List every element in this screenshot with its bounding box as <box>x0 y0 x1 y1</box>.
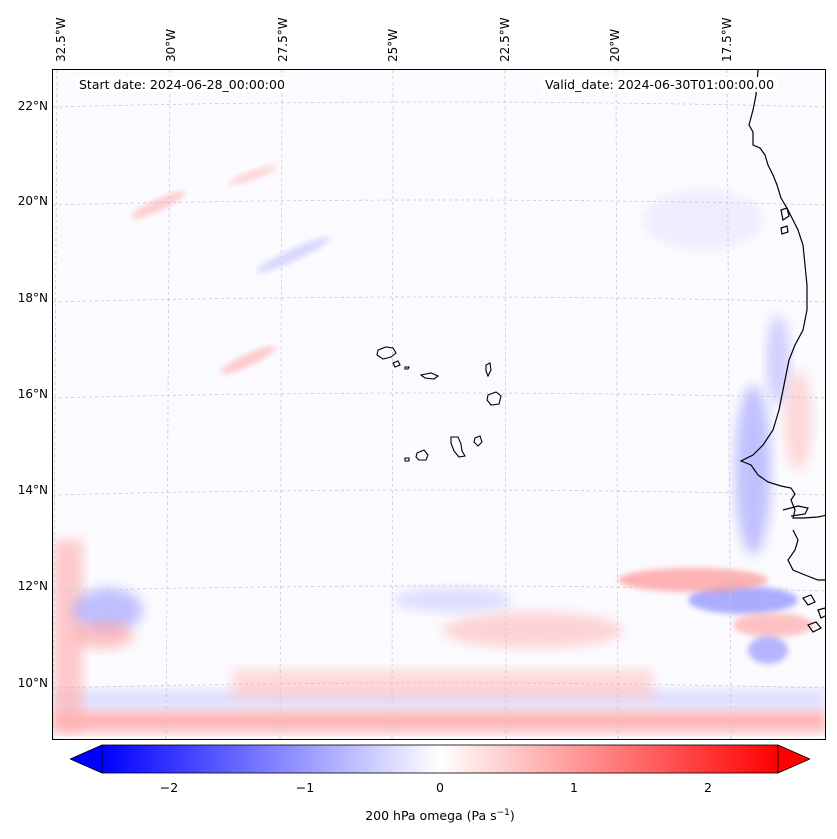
map-canvas <box>53 70 825 739</box>
colorbar-svg <box>69 744 811 774</box>
coastline-mauritania-senegal <box>739 70 825 519</box>
parallel-14n <box>53 489 825 496</box>
lat-label-20n: 20°N <box>17 194 48 208</box>
ocean-background <box>53 70 825 739</box>
meridian-30w <box>165 70 171 739</box>
meridian-22-5w <box>504 70 507 739</box>
island-sao-vicente <box>392 360 401 368</box>
colorbar-gradient <box>101 744 779 774</box>
omega-positive-southeast-2 <box>733 613 813 637</box>
omega-positive-band-south <box>53 710 825 732</box>
omega-negative-coast <box>735 385 771 555</box>
lat-label-16n: 16°N <box>17 387 48 401</box>
colorbar-label-end: ) <box>509 808 515 824</box>
colorbar-tick-minus-1: −1 <box>295 780 315 795</box>
lat-label-10n: 10°N <box>17 676 48 690</box>
parallel-16n <box>53 392 825 399</box>
omega-positive-south-central <box>443 612 623 648</box>
colorbar-label-exponent: −1 <box>496 808 510 818</box>
omega-positive-west <box>73 621 133 649</box>
colorbar <box>69 744 811 774</box>
island-sao-nicolau <box>419 372 440 380</box>
island-santo-antao <box>376 346 397 360</box>
omega-negative-southeast <box>688 586 798 614</box>
colorbar-extend-min <box>69 744 103 774</box>
omega-positive-streak-nw <box>130 191 186 219</box>
graticule <box>53 70 825 739</box>
lat-label-18n: 18°N <box>17 291 48 305</box>
island-sal <box>485 362 492 378</box>
meridian-32-5w <box>53 70 58 739</box>
lon-label-20w: 20°W <box>608 28 622 62</box>
omega-negative-southeast-2 <box>748 636 788 664</box>
island-boa-vista <box>486 391 502 406</box>
coastline-guinea-bissau <box>787 529 825 581</box>
parallel-10n <box>53 682 825 689</box>
lon-label-25w: 25°W <box>386 28 400 62</box>
coastline-north-fragments <box>780 207 790 235</box>
lon-label-32-5w: 32.5°W <box>54 17 68 62</box>
island-fogo <box>415 449 429 461</box>
parallel-12n <box>53 585 825 592</box>
omega-field <box>53 165 825 732</box>
omega-positive-streak-central <box>220 346 276 374</box>
omega-positive-streak-north <box>229 165 277 185</box>
island-santiago <box>450 436 466 458</box>
meridian-27-5w <box>279 70 283 739</box>
lon-label-22-5w: 22.5°W <box>498 17 512 62</box>
omega-negative-south-central <box>393 588 513 612</box>
parallel-18n <box>53 296 825 303</box>
omega-negative-coast-north <box>766 315 790 405</box>
lon-label-17-5w: 17.5°W <box>720 17 734 62</box>
cape-verde-islands <box>376 346 502 462</box>
lat-label-22n: 22°N <box>17 99 48 113</box>
colorbar-tick-0: 0 <box>436 780 444 795</box>
parallel-22n <box>53 101 825 108</box>
omega-positive-southeast <box>618 568 768 592</box>
colorbar-tick-minus-2: −2 <box>159 780 179 795</box>
valid-date-label: Valid_date: 2024-06-30T01:00:00.00 <box>541 77 779 92</box>
meridian-17-5w <box>726 70 732 739</box>
lat-label-12n: 12°N <box>17 579 48 593</box>
omega-negative-west <box>73 588 143 632</box>
omega-positive-coast <box>784 370 812 470</box>
parallel-20n <box>53 199 825 206</box>
colorbar-tick-1: 1 <box>570 780 578 795</box>
omega-negative-area-northeast <box>643 190 763 250</box>
map-frame[interactable] <box>52 69 826 740</box>
start-date-label: Start date: 2024-06-28_00:00:00 <box>75 77 289 92</box>
meridian-20w <box>615 70 619 739</box>
lat-label-14n: 14°N <box>17 483 48 497</box>
african-coastline <box>739 70 825 633</box>
lon-label-27-5w: 27.5°W <box>276 17 290 62</box>
island-maio <box>473 435 483 447</box>
island-brava <box>404 457 410 462</box>
omega-positive-band-southwest <box>233 670 653 700</box>
colorbar-extend-max <box>777 744 811 774</box>
coastline-gambia <box>782 505 809 517</box>
coastline-bissagos <box>802 594 825 633</box>
colorbar-tick-2: 2 <box>704 780 712 795</box>
meridian-25w <box>391 70 394 739</box>
lon-label-30w: 30°W <box>164 28 178 62</box>
colorbar-label: 200 hPa omega (Pa s−1) <box>0 808 837 823</box>
omega-negative-streak-nw <box>256 237 330 273</box>
island-santa-luzia <box>404 366 410 370</box>
colorbar-label-main: 200 hPa omega (Pa s <box>365 808 497 824</box>
